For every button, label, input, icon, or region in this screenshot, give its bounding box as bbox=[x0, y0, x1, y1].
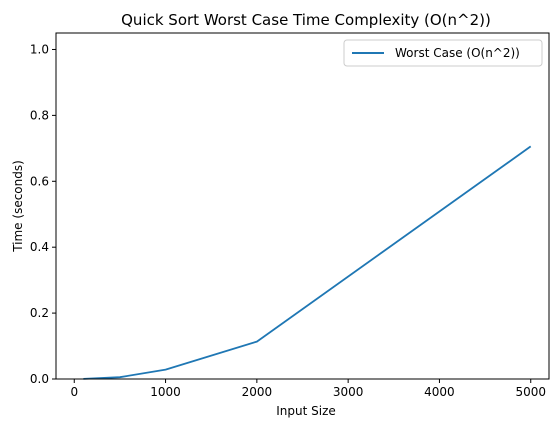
x-tick-label: 5000 bbox=[515, 385, 546, 399]
series-line-worst-case bbox=[83, 145, 532, 380]
legend-label: Worst Case (O(n^2)) bbox=[395, 46, 520, 60]
x-tick-label: 1000 bbox=[150, 385, 181, 399]
y-tick-label: 0.2 bbox=[30, 306, 49, 320]
plot-area: 0 1000 2000 3000 4000 5000 0.0 0.2 0.4 0.6 0.8 1.0 bbox=[30, 42, 546, 399]
x-tick-label: 0 bbox=[70, 385, 78, 399]
chart-title: Quick Sort Worst Case Time Complexity (O… bbox=[121, 11, 491, 29]
y-tick-label: 0.4 bbox=[30, 240, 49, 254]
x-tick-label: 4000 bbox=[424, 385, 455, 399]
plot-frame bbox=[55, 32, 550, 380]
y-axis-label: Time (seconds) bbox=[11, 160, 25, 253]
x-tick-label: 3000 bbox=[333, 385, 364, 399]
legend: Worst Case (O(n^2)) bbox=[343, 39, 543, 67]
y-tick-label: 0.6 bbox=[30, 174, 49, 188]
legend-box bbox=[343, 39, 543, 67]
x-tick-label: 2000 bbox=[242, 385, 273, 399]
y-tick-label: 0.8 bbox=[30, 108, 49, 122]
y-tick-label: 1.0 bbox=[30, 42, 49, 56]
y-tick-label: 0.0 bbox=[30, 372, 49, 386]
x-axis-label: Input Size bbox=[276, 404, 336, 418]
